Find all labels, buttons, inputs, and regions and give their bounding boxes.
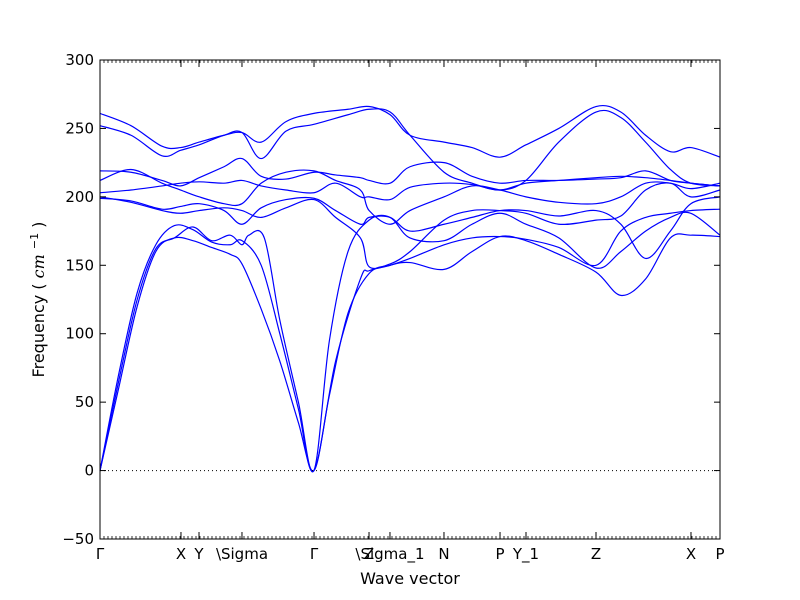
y-axis-label: Frequency ( cm −1 ) (28, 222, 49, 378)
x-tick-label: \Sigma (216, 545, 268, 563)
series-line-10 (99, 104, 721, 158)
x-tick-label: Z (591, 545, 601, 563)
x-tick-label: Γ (96, 545, 105, 563)
x-tick-label: P (496, 545, 505, 563)
y-tick-label: −50 (62, 530, 94, 548)
series-line-8 (99, 157, 721, 187)
x-tick-label: Y_1 (512, 545, 539, 564)
series-line-3 (99, 211, 721, 473)
x-axis-label: Wave vector (360, 569, 460, 588)
x-tick-label: N (438, 545, 449, 563)
x-tick-label: Z (364, 545, 374, 563)
y-axis-label-text: Frequency (29, 295, 48, 378)
y-tick-label: 50 (75, 393, 94, 411)
y-axis-label-open-paren: ( (29, 283, 48, 289)
series-line-7 (99, 168, 721, 225)
y-tick-label: 250 (65, 119, 94, 137)
y-axis-label-unit-exponent: −1 (28, 233, 41, 249)
y-axis-label-unit: cm (29, 254, 48, 278)
series-layer (99, 104, 721, 473)
y-tick-label: 0 (84, 462, 94, 480)
x-tick-label: P (715, 545, 724, 563)
y-tick-label: 200 (65, 188, 94, 206)
y-tick-label: 100 (65, 325, 94, 343)
series-line-5 (99, 196, 721, 260)
x-tick-label: Γ (310, 545, 319, 563)
plot-area-frame (99, 59, 721, 540)
y-tick-label: 300 (65, 51, 94, 69)
x-tick-label: X (686, 545, 696, 563)
series-line-4 (99, 182, 721, 270)
series-line-2 (99, 208, 721, 472)
x-tick-label: X (176, 545, 186, 563)
x-tick-label: \Sigma_1 (355, 545, 424, 564)
series-line-6 (99, 175, 721, 201)
y-tick-label: 150 (65, 256, 94, 274)
y-axis-label-close-paren: ) (29, 222, 48, 228)
series-line-9 (99, 108, 721, 191)
x-tick-label: Y (193, 545, 204, 563)
